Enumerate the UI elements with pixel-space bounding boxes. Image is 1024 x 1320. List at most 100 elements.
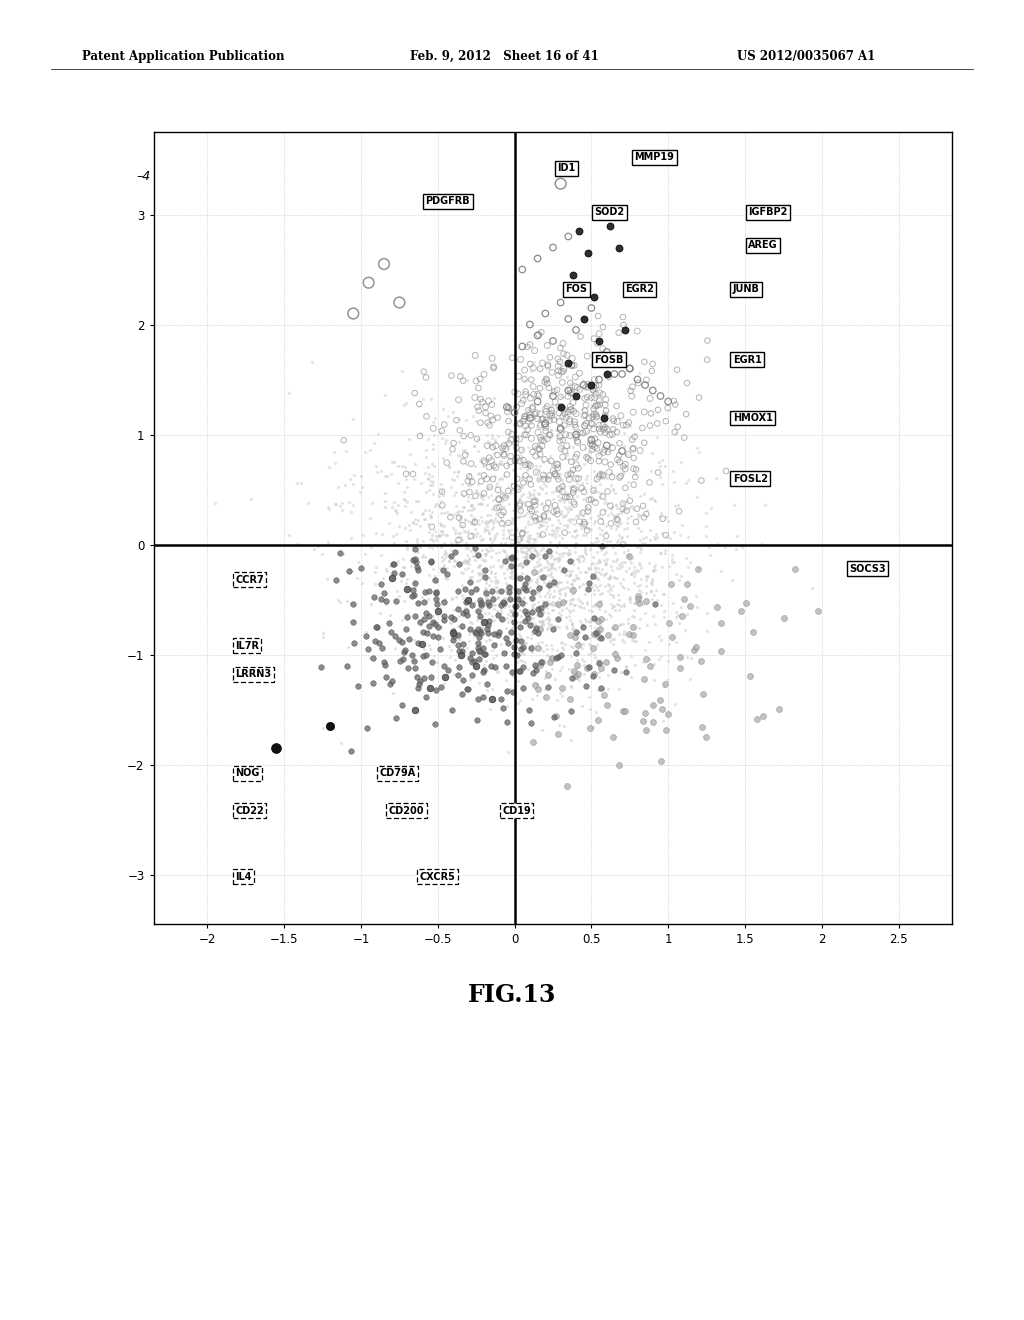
Point	[387, 500, 403, 521]
Point	[508, 569, 524, 590]
Point	[605, 550, 622, 572]
Point	[615, 414, 632, 436]
Point	[518, 424, 535, 445]
Point	[534, 409, 550, 430]
Point	[504, 478, 520, 499]
Point	[493, 689, 509, 710]
Point	[564, 549, 581, 570]
Point	[420, 469, 436, 490]
Point	[401, 461, 418, 482]
Point	[495, 697, 511, 718]
Point	[502, 599, 518, 620]
Point	[432, 639, 449, 660]
Point	[520, 540, 537, 561]
Point	[421, 606, 437, 627]
Point	[539, 557, 555, 578]
Point	[497, 432, 513, 453]
Point	[524, 396, 541, 417]
Point	[410, 632, 426, 653]
Point	[345, 611, 361, 632]
Point	[632, 529, 648, 550]
Point	[523, 620, 540, 642]
Point	[543, 556, 559, 577]
Point	[591, 667, 607, 688]
Point	[445, 433, 462, 454]
Point	[407, 469, 423, 490]
Point	[609, 568, 626, 589]
Point	[503, 533, 519, 554]
Point	[504, 599, 520, 620]
Point	[314, 626, 331, 647]
Point	[476, 549, 493, 570]
Point	[538, 498, 554, 519]
Point	[495, 594, 511, 615]
Point	[557, 585, 573, 606]
Point	[598, 536, 614, 557]
Point	[535, 352, 551, 374]
Point	[608, 549, 625, 570]
Point	[622, 586, 638, 607]
Point	[553, 632, 569, 653]
Point	[517, 384, 534, 405]
Point	[433, 515, 450, 536]
Point	[625, 376, 641, 397]
Point	[493, 467, 509, 488]
Point	[584, 429, 600, 450]
Point	[418, 686, 434, 708]
Point	[553, 594, 569, 615]
Point	[592, 618, 608, 639]
Point	[554, 677, 570, 698]
Point	[514, 562, 530, 583]
Point	[544, 395, 560, 416]
Point	[561, 543, 578, 564]
Point	[582, 635, 598, 656]
Point	[486, 594, 503, 615]
Point	[463, 512, 479, 533]
Point	[412, 536, 428, 557]
Point	[559, 510, 575, 531]
Point	[503, 606, 519, 627]
Point	[584, 577, 600, 598]
Point	[474, 591, 490, 612]
Point	[676, 428, 692, 449]
Point	[514, 541, 530, 562]
Point	[597, 499, 613, 520]
Point	[534, 611, 550, 632]
Point	[588, 395, 604, 416]
Point	[572, 515, 589, 536]
Point	[523, 598, 540, 619]
Point	[433, 520, 450, 541]
Point	[456, 520, 472, 541]
Point	[429, 581, 445, 602]
Point	[656, 675, 673, 696]
Point	[558, 565, 574, 586]
Point	[587, 492, 603, 513]
Point	[520, 487, 537, 508]
Point	[541, 508, 557, 529]
Point	[315, 718, 332, 739]
Point	[471, 570, 487, 591]
Point	[442, 612, 459, 634]
Point	[534, 467, 550, 488]
Point	[369, 556, 385, 577]
Point	[551, 548, 567, 569]
Point	[505, 510, 521, 531]
Point	[449, 466, 465, 487]
Text: FOSL2: FOSL2	[733, 474, 768, 483]
Point	[415, 645, 431, 667]
Point	[434, 627, 451, 648]
Point	[360, 272, 377, 293]
Point	[393, 694, 410, 715]
Point	[610, 322, 627, 343]
Point	[615, 436, 632, 457]
Point	[470, 632, 486, 653]
Point	[608, 516, 625, 537]
Point	[398, 469, 415, 490]
Point	[518, 632, 535, 653]
Point	[637, 527, 653, 548]
Point	[551, 582, 567, 603]
Point	[412, 425, 428, 446]
Point	[571, 611, 588, 632]
Point	[492, 454, 508, 475]
Point	[654, 474, 671, 495]
